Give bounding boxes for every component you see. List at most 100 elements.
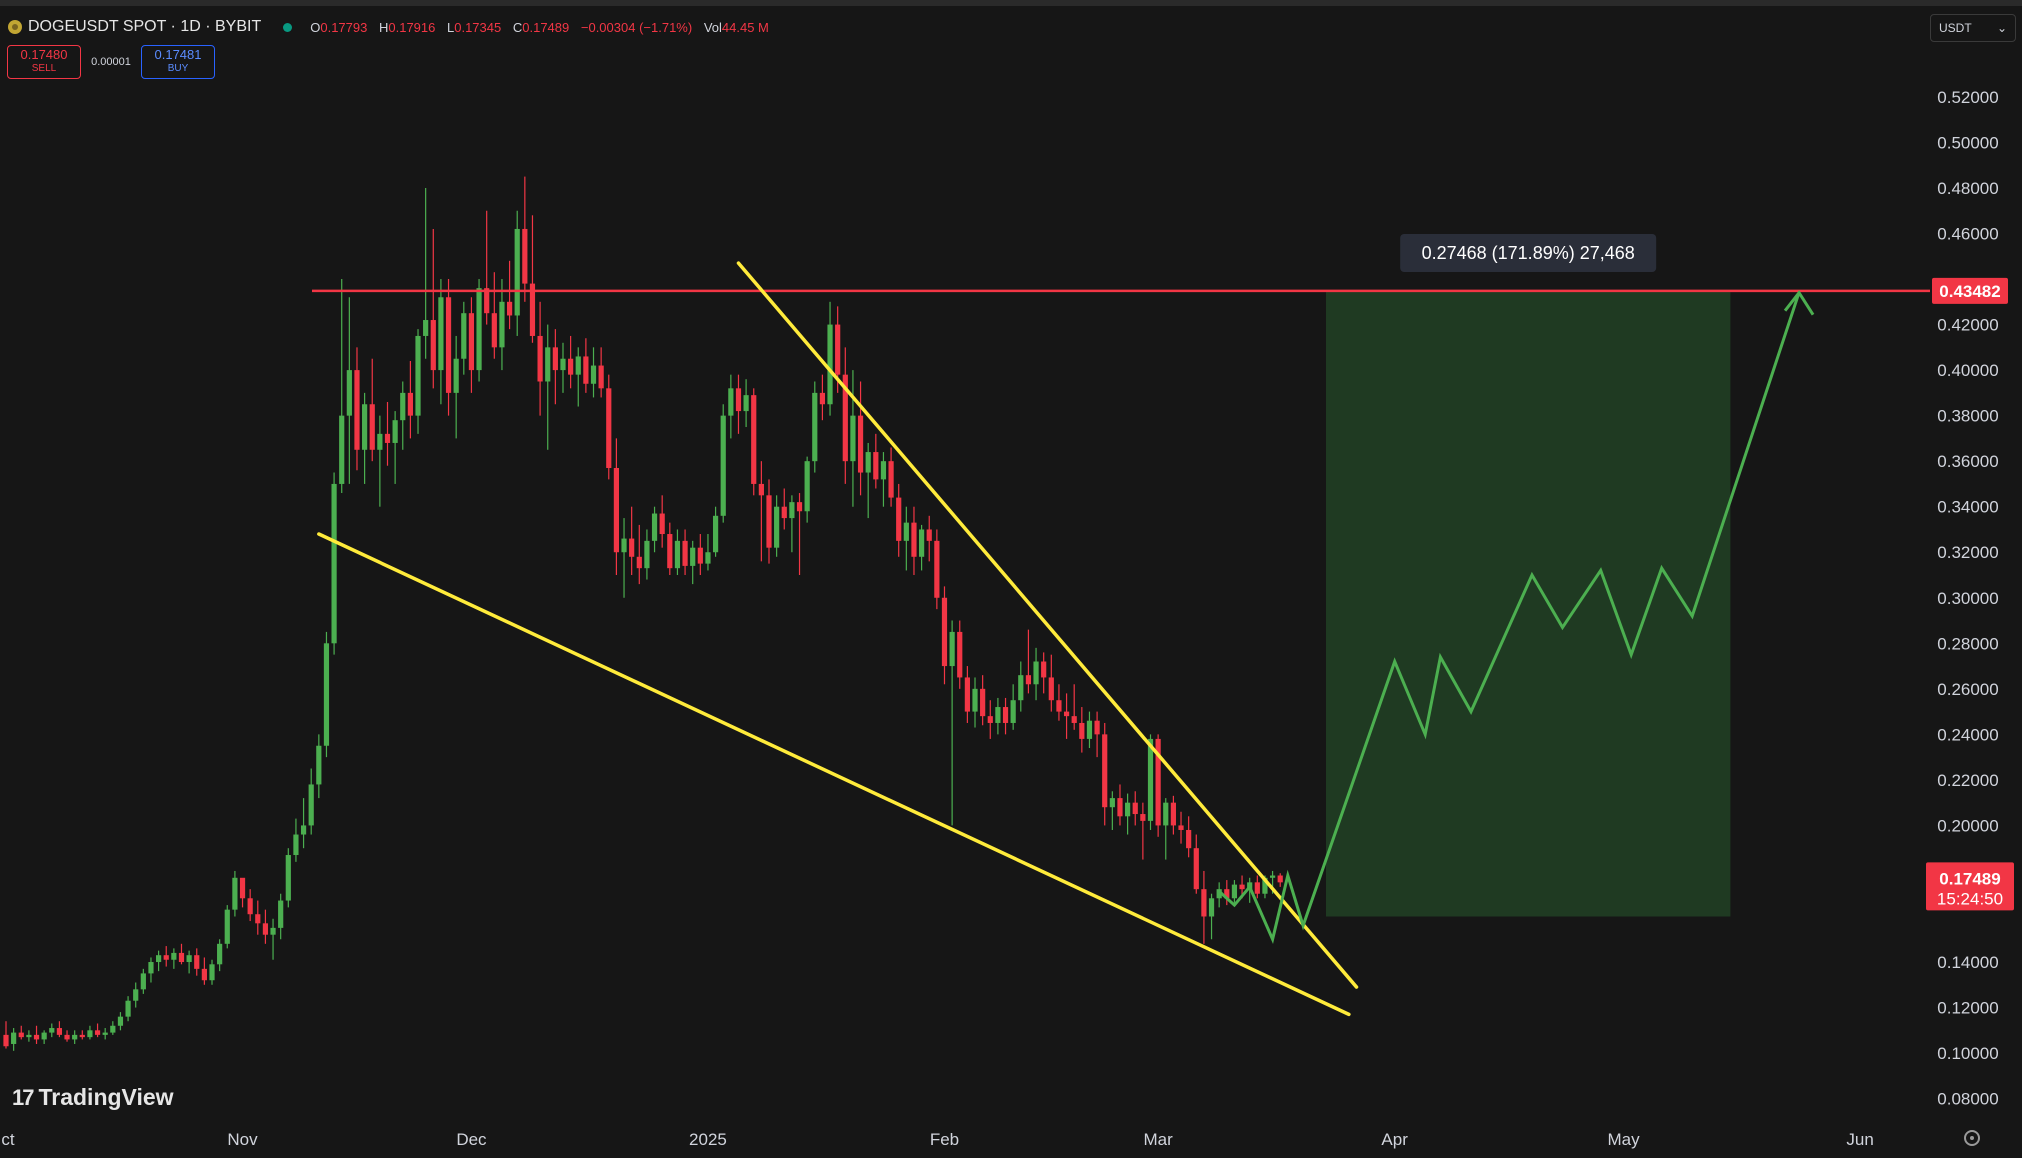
candle-body <box>1224 889 1230 899</box>
wedge-trendline <box>736 261 1359 989</box>
candle-body <box>293 834 299 856</box>
candle-body <box>850 415 856 462</box>
candle-body <box>79 1034 85 1038</box>
candle-body <box>201 968 207 981</box>
trade-panel: 0.17480 SELL 0.00001 0.17481 BUY <box>7 45 215 79</box>
y-tick-label: 0.22000 <box>1937 771 1998 790</box>
candle-body <box>926 529 932 541</box>
target-zone <box>1325 290 1731 917</box>
y-tick-label: 0.28000 <box>1937 634 1998 653</box>
measure-label-box <box>1400 234 1657 272</box>
candle-body <box>659 513 665 535</box>
candle-body <box>217 943 223 965</box>
candle-body <box>865 452 871 473</box>
candle-body <box>300 825 307 835</box>
candle-body <box>1147 738 1154 821</box>
y-tick-label: 0.50000 <box>1937 133 1998 152</box>
candle-body <box>285 855 291 901</box>
candle-body <box>308 784 314 826</box>
candle-body <box>194 955 200 969</box>
candle-body <box>987 716 993 723</box>
candle-body <box>445 297 452 393</box>
candle-body <box>232 877 238 910</box>
candle-body <box>209 964 215 981</box>
candle-body <box>1155 738 1161 826</box>
candle-body <box>1094 720 1100 735</box>
candle-body <box>758 483 764 496</box>
candle-body <box>148 962 154 974</box>
measure-label: 0.27468 (171.89%) 27,468 <box>1422 243 1635 263</box>
y-tick-label: 0.36000 <box>1937 452 1998 471</box>
candle-body <box>1277 875 1283 883</box>
candle-body <box>1018 675 1024 701</box>
currency-select[interactable]: USDT ⌄ <box>1930 14 2016 42</box>
candle-body <box>339 415 345 484</box>
candle-body <box>255 914 261 924</box>
buy-price: 0.17481 <box>154 47 202 62</box>
candle-body <box>934 540 940 598</box>
candle-body <box>1216 889 1222 899</box>
candle-body <box>1010 700 1016 723</box>
candle-body <box>1079 722 1085 739</box>
candle-body <box>239 877 246 899</box>
candle-body <box>1086 720 1093 739</box>
candle-body <box>583 356 589 384</box>
candle-body <box>392 420 398 443</box>
candle-body <box>323 643 330 746</box>
candle-body <box>751 395 757 484</box>
y-tick-label: 0.26000 <box>1937 680 1998 699</box>
candle-body <box>880 461 887 480</box>
candle-body <box>774 506 780 548</box>
candle-body <box>644 540 650 569</box>
tradingview-logo[interactable]: 17 TradingView <box>12 1084 174 1111</box>
projection-arrowhead <box>1783 290 1815 316</box>
candle-body <box>117 1016 124 1026</box>
candle-body <box>819 392 826 405</box>
candle-body <box>110 1025 116 1033</box>
candle-body <box>491 313 497 348</box>
candle-body <box>842 374 848 462</box>
candle-body <box>606 388 612 468</box>
candle-body <box>400 392 406 421</box>
candle-body <box>903 522 909 541</box>
high-label: H <box>378 19 389 35</box>
candle-body <box>690 547 696 566</box>
x-tick-label: Mar <box>1143 1130 1173 1149</box>
x-tick-label: 2025 <box>689 1130 727 1149</box>
current-price-tag <box>1926 862 2014 911</box>
candle-body <box>766 495 772 548</box>
open-value: 0.17793 <box>320 19 368 35</box>
candle-body <box>171 952 177 960</box>
candle-body <box>873 452 879 480</box>
y-tick-label: 0.34000 <box>1937 498 1998 517</box>
candle-body <box>1033 661 1039 685</box>
candle-body <box>789 502 795 519</box>
candle-body <box>560 358 566 371</box>
y-tick-label: 0.42000 <box>1937 316 1998 335</box>
buy-button[interactable]: 0.17481 BUY <box>141 45 215 79</box>
candle-body <box>674 540 681 569</box>
candle-body <box>133 989 139 1001</box>
currency-value: USDT <box>1939 21 1972 35</box>
top-border <box>0 0 2022 6</box>
candle-body <box>522 228 528 284</box>
candle-body <box>316 745 322 785</box>
candle-body <box>156 955 162 963</box>
spread-value: 0.00001 <box>91 56 131 68</box>
candle-body <box>629 538 635 557</box>
candle-body <box>941 597 948 667</box>
candle-body <box>453 358 459 393</box>
candle-body <box>1269 875 1276 878</box>
candle-body <box>102 1032 108 1035</box>
symbol-title[interactable]: DOGEUSDT SPOT · 1D · BYBIT <box>28 18 262 35</box>
candle-body <box>804 461 810 512</box>
candle-body <box>26 1034 32 1038</box>
sell-button[interactable]: 0.17480 SELL <box>7 45 81 79</box>
candle-body <box>430 320 436 371</box>
y-tick-label: 0.24000 <box>1937 725 1998 744</box>
candle-body <box>140 973 146 990</box>
candle-body <box>621 538 627 553</box>
chart-header: DOGEUSDT SPOT · 1D · BYBIT O0.17793 H0.1… <box>8 16 777 38</box>
settings-icon[interactable] <box>1964 1130 1980 1146</box>
